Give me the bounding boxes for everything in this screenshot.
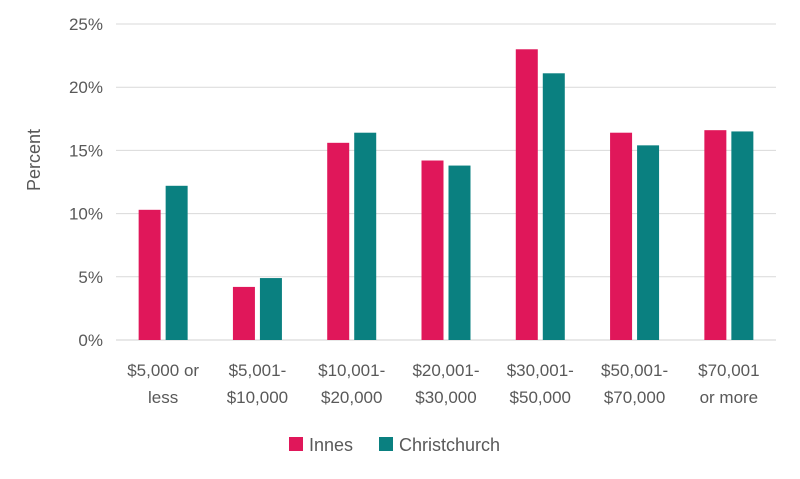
bar-innes xyxy=(704,130,727,340)
bars xyxy=(138,49,754,341)
legend: Innes Christchurch xyxy=(289,435,500,455)
bar-innes xyxy=(138,209,161,340)
x-tick-label: $20,000 xyxy=(321,388,382,407)
y-tick-label: 0% xyxy=(78,331,103,350)
bar-christchurch xyxy=(354,132,377,340)
legend-swatch-innes xyxy=(289,437,303,451)
x-tick-label: $5,001- xyxy=(229,361,287,380)
legend-swatch-christchurch xyxy=(379,437,393,451)
legend-label-innes: Innes xyxy=(309,435,353,455)
x-tick-label: $50,001- xyxy=(601,361,668,380)
gridlines xyxy=(116,23,776,341)
bar-innes xyxy=(515,49,538,340)
x-tick-label: or more xyxy=(700,388,759,407)
bar-christchurch xyxy=(448,165,471,340)
x-tick-label: $5,000 or xyxy=(127,361,199,380)
bar-christchurch xyxy=(165,185,188,340)
y-tick-label: 15% xyxy=(69,141,103,160)
x-tick-label: less xyxy=(148,388,178,407)
y-tick-label: 25% xyxy=(69,15,103,34)
bar-innes xyxy=(421,160,444,340)
x-tick-label: $10,001- xyxy=(318,361,385,380)
bar-christchurch xyxy=(637,145,660,340)
x-tick-label: $70,001 xyxy=(698,361,759,380)
x-tick-label: $10,000 xyxy=(227,388,288,407)
bar-christchurch xyxy=(542,73,565,341)
x-tick-label: $30,000 xyxy=(415,388,476,407)
x-tick-label: $30,001- xyxy=(507,361,574,380)
bar-christchurch xyxy=(259,278,282,340)
legend-label-christchurch: Christchurch xyxy=(399,435,500,455)
y-axis-label: Percent xyxy=(24,129,44,191)
y-tick-label: 5% xyxy=(78,268,103,287)
x-axis-labels: $5,000 or less $5,001- $10,000 $10,001- $20,0… xyxy=(127,361,759,407)
bar-innes xyxy=(232,286,255,340)
x-tick-label: $50,000 xyxy=(510,388,571,407)
bar-innes xyxy=(327,142,350,340)
x-tick-label: $70,000 xyxy=(604,388,665,407)
y-axis-ticks: 0% 5% 10% 15% 20% 25% xyxy=(69,15,103,350)
x-tick-label: $20,001- xyxy=(412,361,479,380)
y-tick-label: 10% xyxy=(69,205,103,224)
bar-christchurch xyxy=(731,131,754,340)
bar-innes xyxy=(610,132,633,340)
y-tick-label: 20% xyxy=(69,78,103,97)
